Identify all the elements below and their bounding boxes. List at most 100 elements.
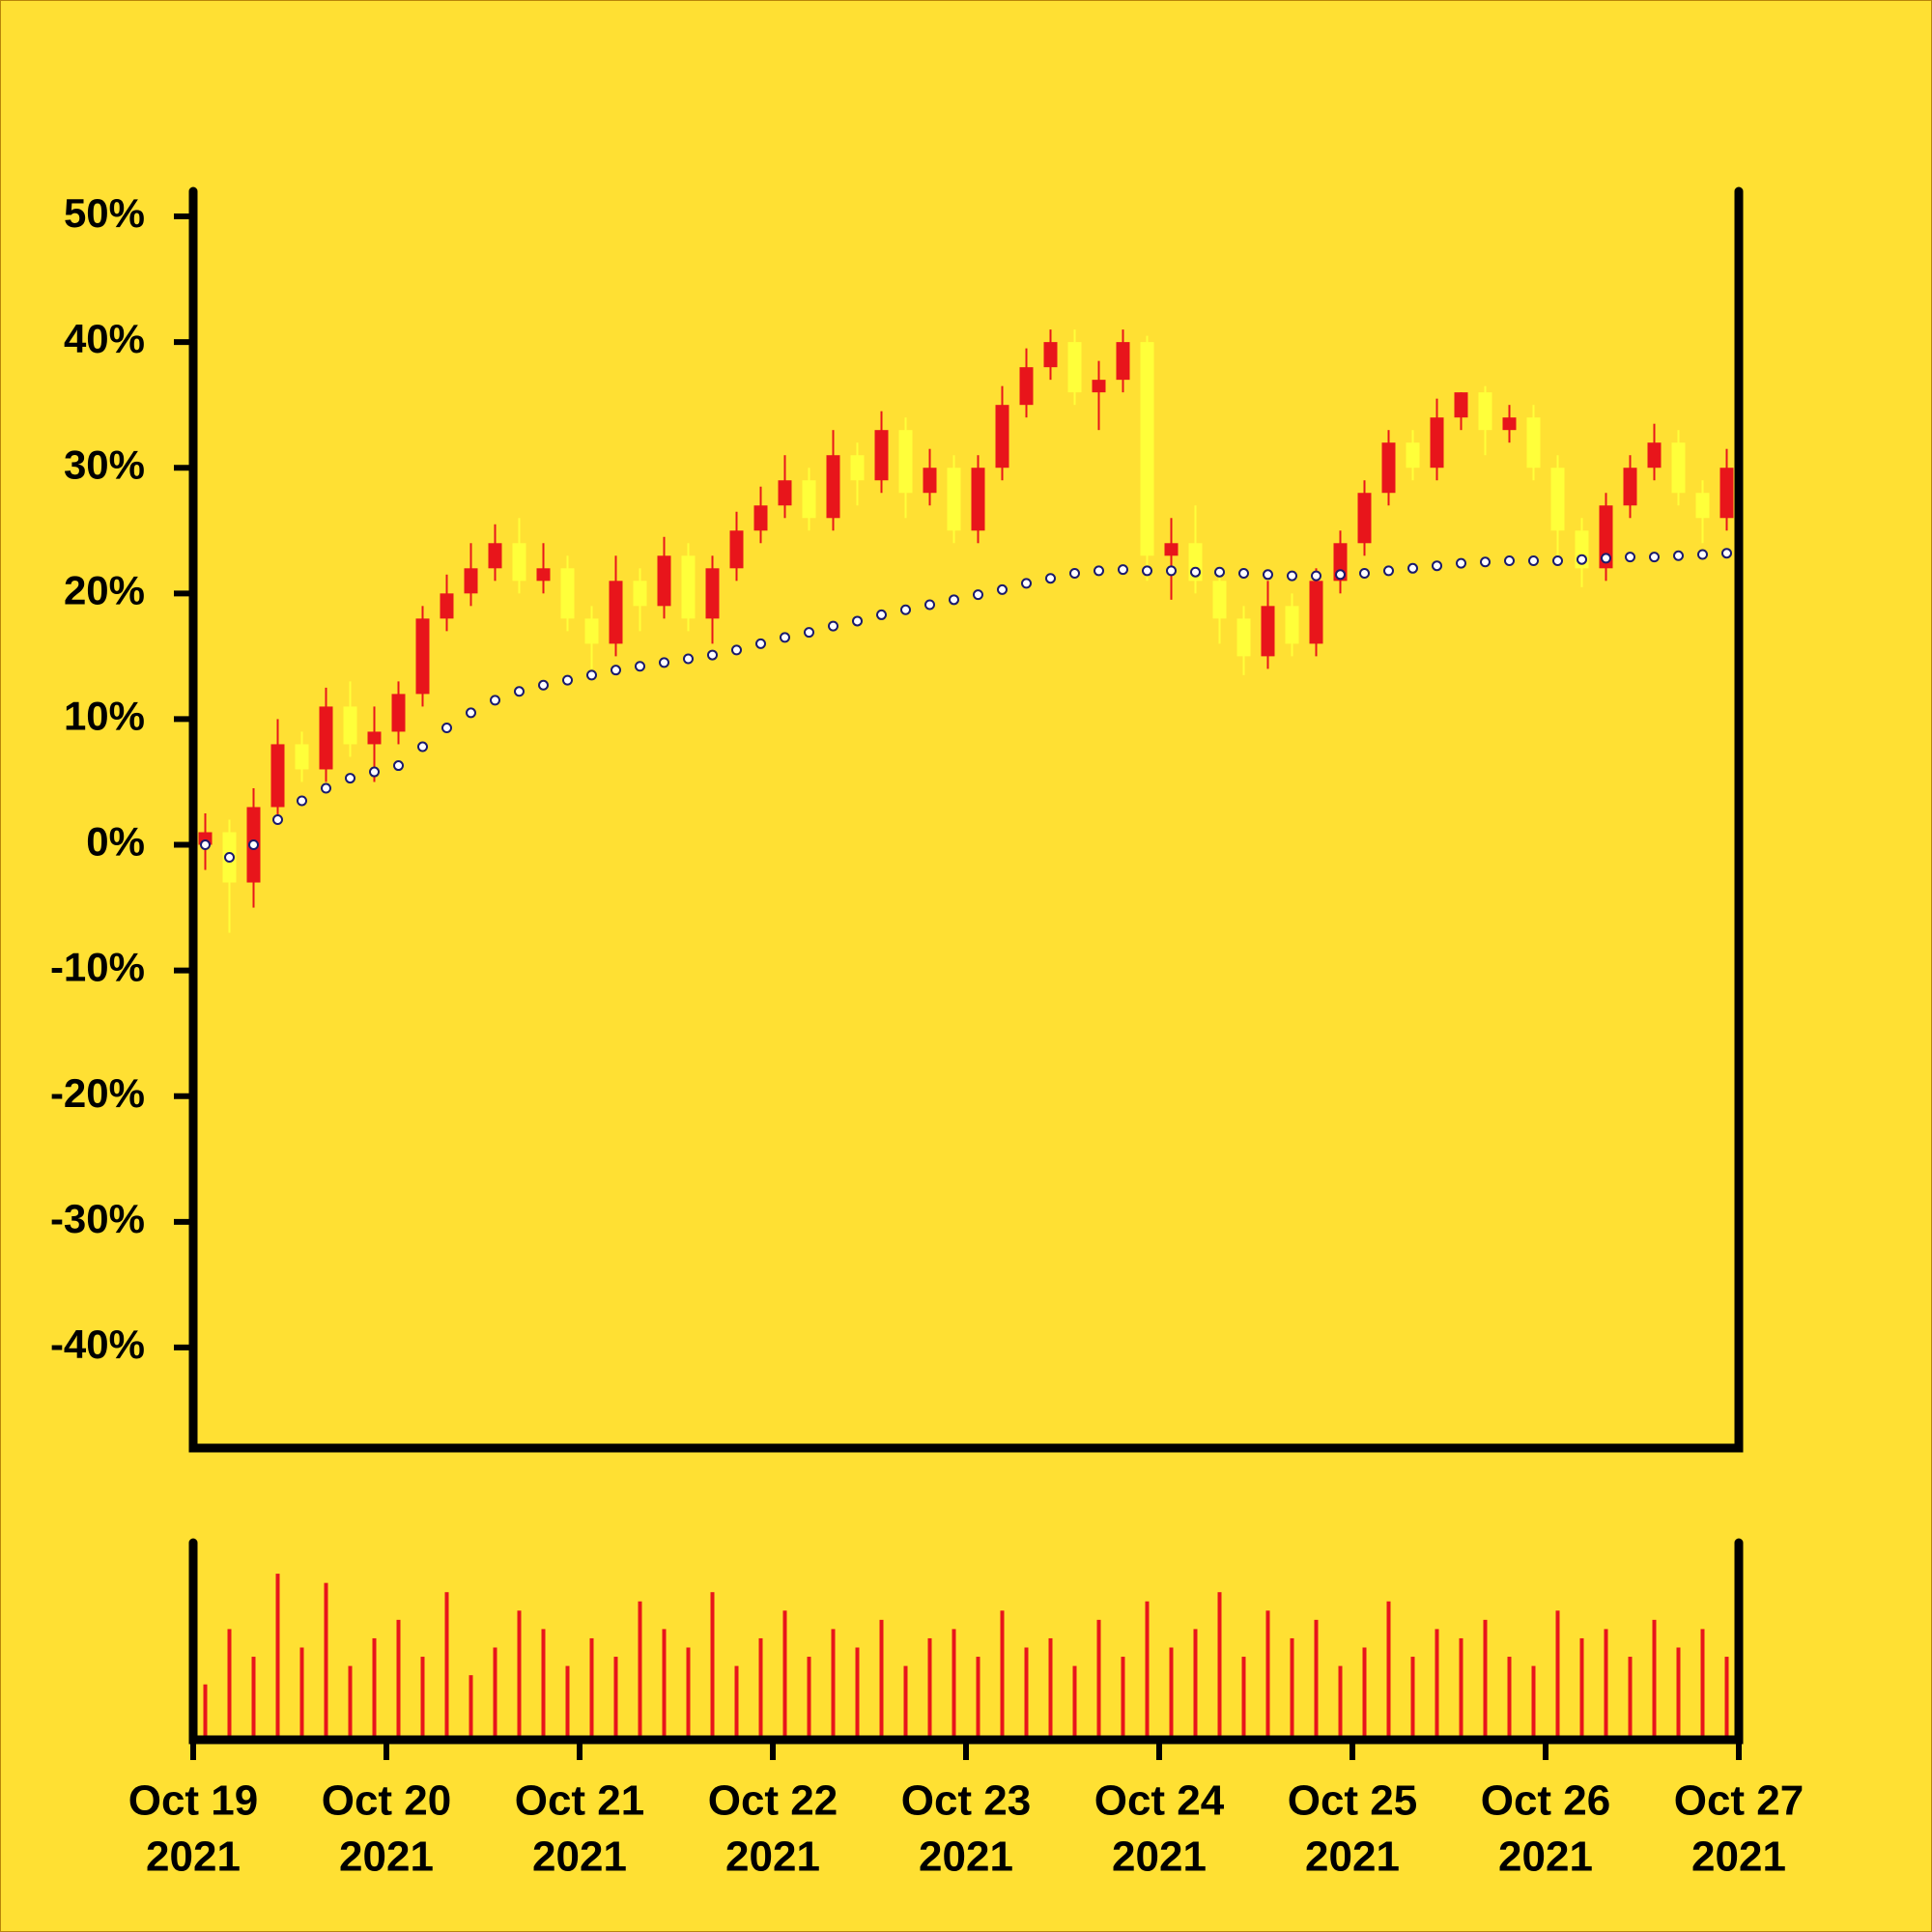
candle-body — [1285, 606, 1299, 644]
candle-body — [753, 505, 768, 531]
moving-average-point — [466, 707, 476, 719]
volume-bar — [1362, 1647, 1367, 1740]
candle-body — [1261, 606, 1275, 657]
moving-average-point — [1094, 565, 1104, 577]
volume-bar — [807, 1657, 811, 1740]
volume-bar — [1507, 1657, 1512, 1740]
moving-average-point — [1649, 552, 1660, 563]
moving-average-point — [997, 583, 1008, 595]
x-tick-label: Oct 23 — [901, 1777, 1032, 1825]
volume-bar — [251, 1657, 256, 1740]
candle-body — [464, 568, 478, 594]
volume-bar — [903, 1665, 908, 1740]
volume-bar — [1700, 1629, 1705, 1740]
x-tick-label: 2021 — [146, 1833, 241, 1881]
volume-bar — [1459, 1637, 1463, 1740]
volume-bar — [589, 1637, 594, 1740]
x-tick-label: 2021 — [1305, 1833, 1400, 1881]
volume-bar — [1531, 1665, 1536, 1740]
moving-average-point — [876, 609, 887, 620]
volume-bar — [1314, 1619, 1319, 1740]
moving-average-point — [1456, 557, 1466, 569]
volume-bar — [517, 1610, 522, 1740]
moving-average-point — [635, 661, 645, 672]
volume-bar — [782, 1610, 787, 1740]
candle-body — [850, 455, 865, 481]
volume-bar — [493, 1647, 497, 1740]
moving-average-point — [1238, 568, 1249, 580]
moving-average-point — [1432, 560, 1442, 572]
moving-average-point — [562, 674, 573, 686]
volume-bar — [1169, 1647, 1174, 1740]
moving-average-point — [586, 669, 597, 681]
moving-average-point — [1214, 566, 1225, 578]
volume-bar — [831, 1629, 836, 1740]
volume-bar — [1676, 1647, 1681, 1740]
volume-bar — [1096, 1619, 1101, 1740]
volume-bar — [758, 1637, 763, 1740]
moving-average-point — [417, 741, 428, 753]
moving-average-point — [1335, 569, 1346, 581]
moving-average-point — [1263, 569, 1273, 581]
candle-body — [947, 468, 961, 531]
volume-bar — [275, 1574, 280, 1740]
volume-bar — [1241, 1657, 1246, 1740]
moving-average-point — [1118, 564, 1128, 576]
moving-average-point — [369, 766, 380, 778]
moving-average-point — [1577, 554, 1587, 565]
volume-bar — [1217, 1592, 1222, 1740]
candle-body — [923, 468, 937, 494]
candle-body — [898, 430, 913, 494]
x-tick-label: 2021 — [1112, 1833, 1207, 1881]
moving-average-point — [1021, 578, 1032, 589]
volume-bar — [541, 1629, 546, 1740]
moving-average-point — [345, 773, 355, 784]
moving-average-point — [272, 814, 283, 825]
x-tick-label: Oct 25 — [1288, 1777, 1418, 1825]
candle-body — [1092, 380, 1106, 393]
moving-average-point — [1407, 562, 1418, 574]
candle-body — [343, 706, 357, 745]
moving-average-point — [490, 695, 500, 706]
candle-body — [1067, 342, 1082, 393]
moving-average-point — [659, 657, 669, 668]
candle-body — [1526, 417, 1541, 469]
y-tick-label: 30% — [64, 441, 145, 487]
volume-bar — [976, 1657, 980, 1740]
x-tick-label: Oct 24 — [1094, 1777, 1225, 1825]
candle-body — [391, 694, 406, 732]
candle-body — [1236, 618, 1251, 657]
moving-average-point — [780, 632, 790, 643]
candle-body — [295, 744, 309, 770]
candle-body — [1381, 442, 1396, 494]
x-tick-label: Oct 22 — [708, 1777, 838, 1825]
y-tick-label: -30% — [50, 1196, 145, 1241]
moving-average-point — [1190, 566, 1201, 578]
moving-average-point — [1601, 553, 1611, 564]
x-tick-label: Oct 20 — [322, 1777, 452, 1825]
x-tick-label: 2021 — [1691, 1833, 1786, 1881]
moving-average-point — [1287, 570, 1297, 582]
moving-average-point — [248, 839, 259, 851]
candle-body — [657, 555, 671, 607]
moving-average-point — [1528, 554, 1539, 566]
moving-average-point — [1142, 565, 1152, 577]
volume-bar — [420, 1657, 425, 1740]
volume-bar — [565, 1665, 570, 1740]
volume-bar — [1265, 1610, 1270, 1740]
volume-bar — [855, 1647, 860, 1740]
volume-bar — [662, 1629, 667, 1740]
candle-body — [609, 581, 623, 644]
volume-bar — [710, 1592, 715, 1740]
volume-bar — [879, 1619, 884, 1740]
candle-body — [536, 568, 551, 582]
volume-bar — [1193, 1629, 1198, 1740]
moving-average-point — [949, 594, 959, 606]
candle-body — [319, 706, 333, 770]
volume-bar — [927, 1637, 932, 1740]
moving-average-point — [852, 615, 863, 627]
moving-average-point — [538, 679, 549, 691]
candle-body — [512, 543, 526, 582]
